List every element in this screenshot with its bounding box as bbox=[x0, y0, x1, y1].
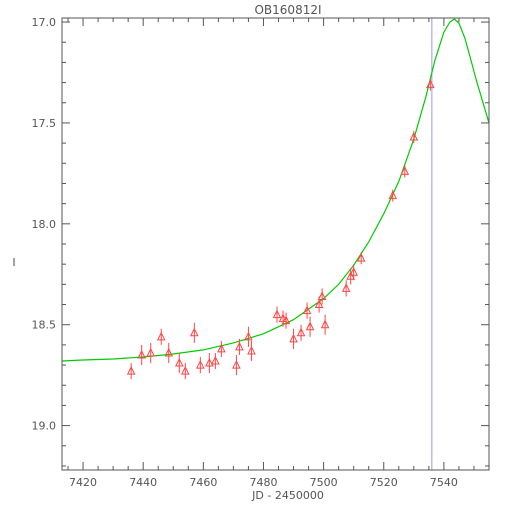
triangle-marker bbox=[235, 341, 244, 351]
triangle-marker bbox=[356, 253, 366, 262]
data-point bbox=[388, 189, 398, 202]
triangle-marker bbox=[137, 349, 146, 359]
triangle-marker bbox=[346, 271, 355, 280]
triangle-marker bbox=[314, 299, 324, 309]
triangle-marker bbox=[211, 355, 220, 365]
x-tick-label: 7480 bbox=[249, 476, 277, 489]
triangle-marker bbox=[317, 291, 327, 300]
triangle-marker bbox=[164, 347, 174, 357]
triangle-marker bbox=[400, 166, 410, 175]
data-point bbox=[247, 340, 256, 362]
x-tick-label: 7520 bbox=[370, 476, 398, 489]
y-tick-label: 18.0 bbox=[32, 218, 57, 231]
triangle-marker bbox=[247, 345, 256, 355]
triangle-marker bbox=[281, 315, 291, 325]
triangle-marker bbox=[156, 331, 166, 341]
triangle-marker bbox=[146, 347, 156, 357]
triangle-marker bbox=[289, 333, 298, 343]
data-point bbox=[244, 326, 253, 347]
triangle-marker bbox=[180, 366, 190, 375]
triangle-marker bbox=[320, 319, 330, 329]
data-point bbox=[346, 268, 355, 285]
x-tick-label: 7540 bbox=[430, 476, 458, 489]
triangle-marker bbox=[190, 327, 199, 337]
triangle-marker bbox=[126, 366, 136, 375]
x-tick-label: 7420 bbox=[69, 476, 97, 489]
data-point bbox=[317, 288, 327, 305]
x-axis-title: JD - 2450000 bbox=[251, 489, 324, 502]
triangle-marker bbox=[296, 327, 306, 337]
data-point bbox=[217, 340, 226, 357]
data-point bbox=[235, 338, 244, 355]
data-point bbox=[400, 165, 410, 178]
x-tick-label: 7440 bbox=[129, 476, 157, 489]
data-point bbox=[302, 302, 312, 319]
data-point bbox=[349, 264, 358, 281]
triangle-marker bbox=[232, 359, 241, 369]
data-point bbox=[126, 363, 136, 380]
axes: 7420 7440 7460 7480 7500 7520 7540 17.0 17.5 18.0… bbox=[32, 16, 490, 489]
data-point bbox=[296, 324, 306, 341]
data-point bbox=[190, 322, 199, 343]
data-point bbox=[356, 252, 366, 265]
triangle-marker bbox=[196, 359, 205, 369]
data-point bbox=[232, 354, 241, 376]
triangle-marker bbox=[174, 357, 184, 367]
triangle-marker bbox=[244, 331, 253, 341]
data-point bbox=[409, 131, 419, 144]
data-point bbox=[426, 78, 435, 91]
triangle-marker bbox=[349, 267, 358, 276]
y-tick-label: 17.0 bbox=[32, 16, 57, 29]
data-point bbox=[211, 352, 220, 370]
data-point bbox=[320, 314, 330, 335]
data-point bbox=[164, 342, 174, 364]
model-curve bbox=[61, 18, 490, 362]
triangle-marker bbox=[341, 283, 351, 292]
y-tick-label: 19.0 bbox=[32, 420, 57, 433]
triangle-marker bbox=[305, 321, 315, 331]
plot-frame bbox=[61, 17, 490, 471]
x-tick-label: 7460 bbox=[189, 476, 217, 489]
data-point bbox=[305, 316, 315, 337]
triangle-marker bbox=[217, 343, 226, 353]
triangle-marker bbox=[388, 190, 398, 200]
triangle-marker bbox=[272, 309, 282, 319]
data-point bbox=[196, 357, 205, 374]
chart-title: OB160812I bbox=[254, 3, 321, 17]
data-point bbox=[156, 328, 166, 345]
data-point bbox=[146, 342, 156, 364]
triangle-marker bbox=[302, 305, 312, 315]
data-point bbox=[341, 280, 351, 297]
data-point bbox=[205, 352, 214, 374]
y-tick-label: 18.5 bbox=[32, 319, 57, 332]
triangle-marker bbox=[205, 357, 214, 367]
data-point bbox=[180, 363, 190, 380]
data-point bbox=[174, 352, 184, 374]
triangle-marker bbox=[426, 79, 435, 89]
data-point bbox=[289, 328, 298, 349]
y-tick-label: 17.5 bbox=[32, 117, 57, 130]
x-tick-label: 7500 bbox=[310, 476, 338, 489]
data-point bbox=[137, 344, 146, 366]
data-point bbox=[272, 306, 282, 323]
data-point bbox=[281, 312, 291, 329]
y-axis-title: I bbox=[12, 256, 15, 269]
triangle-marker bbox=[409, 131, 419, 141]
plot-area bbox=[61, 18, 490, 470]
